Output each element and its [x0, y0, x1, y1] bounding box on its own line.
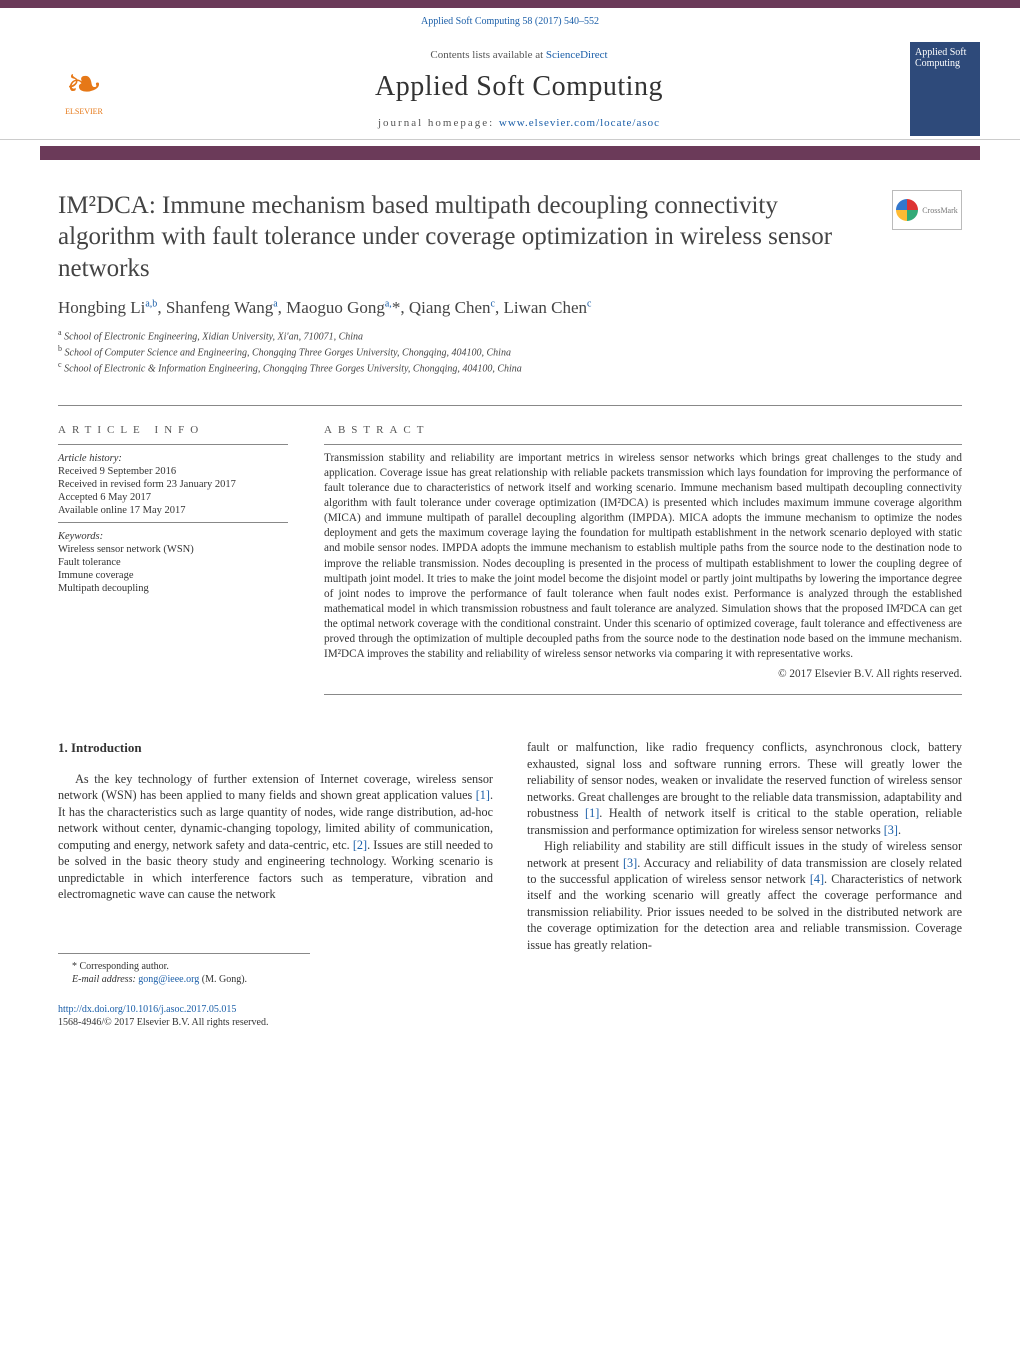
journal-cover-thumb: Applied Soft Computing — [910, 42, 980, 136]
section-heading: 1. Introduction — [58, 739, 493, 757]
crossmark-badge[interactable]: CrossMark — [892, 190, 962, 230]
affiliation-item: a School of Electronic Engineering, Xidi… — [58, 328, 962, 342]
home-link[interactable]: www.elsevier.com/locate/asoc — [499, 117, 660, 129]
citation-link[interactable]: Applied Soft Computing 58 (2017) 540–552 — [421, 16, 599, 27]
abstract-copyright: © 2017 Elsevier B.V. All rights reserved… — [324, 668, 962, 695]
journal-name: Applied Soft Computing — [128, 71, 910, 103]
issn-line: 1568-4946/© 2017 Elsevier B.V. All right… — [58, 1017, 268, 1028]
crossmark-label: CrossMark — [922, 206, 958, 215]
sciencedirect-link[interactable]: ScienceDirect — [546, 49, 608, 61]
citation-ref[interactable]: [3] — [884, 823, 898, 837]
contents-line: Contents lists available at ScienceDirec… — [128, 49, 910, 61]
history-item: Available online 17 May 2017 — [58, 505, 288, 516]
tree-icon: ❧ — [66, 63, 103, 107]
email-label: E-mail address: — [72, 974, 138, 985]
contents-prefix: Contents lists available at — [430, 49, 545, 61]
corresponding-author: * Corresponding author. E-mail address: … — [58, 953, 310, 987]
home-prefix: journal homepage: — [378, 117, 499, 129]
divider — [58, 522, 288, 523]
keywords-label: Keywords: — [58, 531, 288, 542]
crossmark-icon — [896, 199, 918, 221]
keyword-item: Fault tolerance — [58, 557, 288, 568]
history-list: Received 9 September 2016 Received in rev… — [58, 466, 288, 516]
keywords-list: Wireless sensor network (WSN) Fault toler… — [58, 544, 288, 594]
corr-name: (M. Gong). — [199, 974, 247, 985]
section-title: Introduction — [71, 740, 142, 755]
divider — [58, 444, 288, 445]
right-column: fault or malfunction, like radio frequen… — [527, 739, 962, 1059]
citation-ref[interactable]: [3] — [623, 856, 637, 870]
citation-ref[interactable]: [1] — [585, 806, 599, 820]
citation-ref[interactable]: [1] — [476, 788, 490, 802]
history-item: Received 9 September 2016 — [58, 466, 288, 477]
left-column: 1. Introduction As the key technology of… — [58, 739, 493, 1059]
paragraph: High reliability and stability are still… — [527, 838, 962, 953]
doi-link[interactable]: http://dx.doi.org/10.1016/j.asoc.2017.05… — [58, 1004, 236, 1015]
abstract-text: Transmission stability and reliability a… — [324, 444, 962, 663]
masthead: ❧ ELSEVIER Contents lists available at S… — [0, 39, 1020, 140]
text-run: As the key technology of further extensi… — [58, 772, 493, 802]
affiliation-item: b School of Computer Science and Enginee… — [58, 344, 962, 358]
article-info-heading: article info — [58, 424, 288, 436]
paragraph: As the key technology of further extensi… — [58, 771, 493, 903]
abstract-heading: abstract — [324, 424, 962, 436]
email-link[interactable]: gong@ieee.org — [138, 974, 199, 985]
masthead-center: Contents lists available at ScienceDirec… — [128, 49, 910, 129]
top-accent-bar — [0, 0, 1020, 8]
keyword-item: Wireless sensor network (WSN) — [58, 544, 288, 555]
page-citation: Applied Soft Computing 58 (2017) 540–552 — [0, 8, 1020, 39]
thick-accent-bar — [40, 146, 980, 160]
history-item: Accepted 6 May 2017 — [58, 492, 288, 503]
text-run: . — [898, 823, 901, 837]
history-label: Article history: — [58, 453, 288, 464]
article-title: IM²DCA: Immune mechanism based multipath… — [58, 190, 874, 284]
paragraph: fault or malfunction, like radio frequen… — [527, 739, 962, 838]
keyword-item: Immune coverage — [58, 570, 288, 581]
section-number: 1. — [58, 740, 68, 755]
corr-email-line: E-mail address: gong@ieee.org (M. Gong). — [58, 973, 310, 987]
article-info-column: article info Article history: Received 9… — [58, 424, 288, 696]
corr-label: * Corresponding author. — [58, 960, 310, 974]
citation-ref[interactable]: [4] — [810, 872, 824, 886]
elsevier-label: ELSEVIER — [65, 107, 103, 116]
affiliations: a School of Electronic Engineering, Xidi… — [58, 328, 962, 375]
elsevier-logo: ❧ ELSEVIER — [40, 39, 128, 139]
authors-line: Hongbing Lia,b, Shanfeng Wanga, Maoguo G… — [58, 298, 962, 318]
abstract-column: abstract Transmission stability and reli… — [324, 424, 962, 696]
journal-homepage: journal homepage: www.elsevier.com/locat… — [128, 117, 910, 129]
keyword-item: Multipath decoupling — [58, 583, 288, 594]
citation-ref[interactable]: [2] — [353, 838, 367, 852]
page-footer: http://dx.doi.org/10.1016/j.asoc.2017.05… — [58, 1003, 493, 1060]
body-columns: 1. Introduction As the key technology of… — [58, 739, 962, 1059]
affiliation-item: c School of Electronic & Information Eng… — [58, 360, 962, 374]
history-item: Received in revised form 23 January 2017 — [58, 479, 288, 490]
